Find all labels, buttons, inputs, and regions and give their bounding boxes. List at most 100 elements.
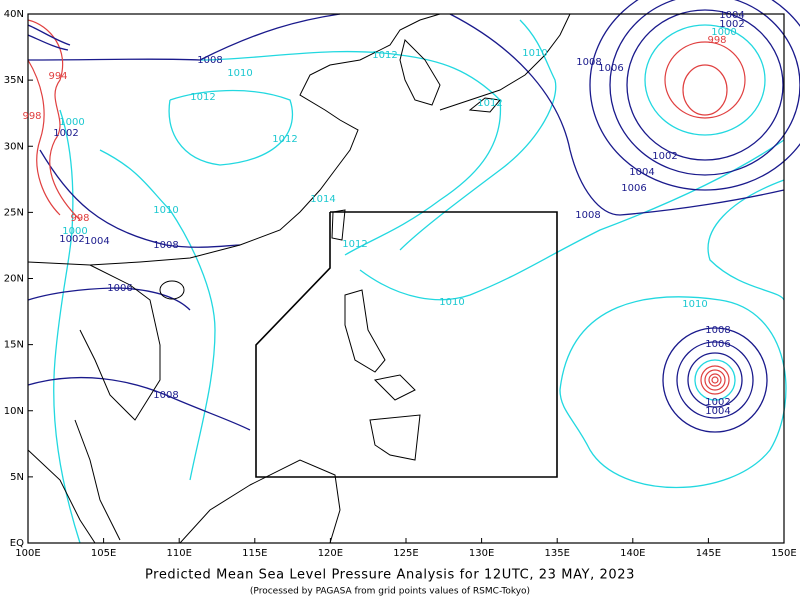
isobar-label: 1012: [272, 134, 297, 145]
isobar-label: 1004: [705, 406, 730, 417]
isobar-label: 994: [48, 71, 67, 82]
isobar: [707, 179, 785, 301]
coastlines: [27, 13, 571, 544]
isobar-label: 1004: [719, 10, 744, 21]
isobar: [687, 352, 743, 408]
coastline: [27, 449, 96, 544]
isobar: [708, 373, 722, 387]
x-tick-label: 140E: [620, 548, 645, 559]
isobars: [27, 0, 800, 544]
isobar-label: 1010: [522, 48, 547, 59]
coastline: [79, 264, 161, 421]
isobar: [694, 359, 736, 401]
map-title: Predicted Mean Sea Level Pressure Analys…: [145, 568, 635, 583]
isobar: [39, 149, 241, 248]
isobar-label: 1012: [477, 98, 502, 109]
coastline: [159, 280, 185, 300]
coastline: [27, 13, 441, 266]
y-tick-label: 10N: [4, 406, 24, 417]
isobar-label: 1010: [153, 205, 178, 216]
isobar: [559, 296, 787, 489]
x-tick-label: 125E: [393, 548, 418, 559]
isobar-label: 998: [707, 35, 726, 46]
y-tick-label: 40N: [4, 9, 24, 20]
isobar-label: 1014: [310, 194, 335, 205]
coastline: [344, 289, 386, 373]
isobar: [359, 139, 785, 301]
isobar-label: 1002: [53, 128, 78, 139]
isobar-label: 1006: [705, 339, 730, 350]
isobar: [27, 24, 71, 51]
isobar-label: 1000: [59, 117, 84, 128]
coastline: [74, 419, 121, 541]
coastline: [468, 97, 501, 113]
isobar-label: 998: [22, 111, 41, 122]
y-tick-label: EQ: [10, 538, 24, 549]
isobar-label: 1010: [682, 299, 707, 310]
isobar-label: 1006: [598, 63, 623, 74]
isobar: [27, 287, 191, 311]
coastline: [373, 374, 416, 401]
isobar-label: 1008: [153, 240, 178, 251]
isobar: [27, 59, 61, 216]
y-tick-label: 15N: [4, 340, 24, 351]
x-tick-label: 135E: [544, 548, 569, 559]
axes: 100E 105E 110E 115E 120E 125E 130E 135E 140E 145E…: [4, 9, 797, 559]
isobar: [449, 13, 785, 216]
x-tick-label: 150E: [771, 548, 796, 559]
isobar: [199, 50, 502, 256]
coastline: [178, 459, 341, 544]
coastline: [331, 209, 346, 241]
isobar-label: 1008: [705, 325, 730, 336]
isobar-label: 1008: [197, 55, 222, 66]
isobar: [700, 365, 730, 395]
isobar: [676, 341, 754, 419]
isobar: [99, 149, 216, 481]
isobar: [682, 64, 728, 116]
isobar: [27, 13, 341, 61]
isobar-label: 1000: [711, 27, 736, 38]
par-boundary: [255, 211, 558, 478]
isobar: [27, 376, 251, 431]
isobar-label: 1006: [621, 183, 646, 194]
isobar-label: 1006: [107, 283, 132, 294]
isobar-label: 1002: [719, 19, 744, 30]
isobar: [664, 41, 746, 119]
isobar: [589, 0, 800, 191]
isobar: [711, 376, 719, 384]
coastline: [369, 414, 421, 461]
x-tick-label: 115E: [242, 548, 267, 559]
isobar-label: 1010: [439, 297, 464, 308]
x-tick-label: 110E: [166, 548, 191, 559]
isobar: [662, 327, 768, 433]
y-tick-label: 5N: [10, 472, 24, 483]
isobar: [609, 0, 800, 176]
isobar-label: 1008: [575, 210, 600, 221]
isobar: [168, 89, 294, 166]
isobar-label: 1008: [153, 390, 178, 401]
y-tick-label: 20N: [4, 274, 24, 285]
isobar-label: 1010: [227, 68, 252, 79]
isobar: [644, 24, 766, 136]
isobar-label: 1004: [84, 236, 109, 247]
isobar-label: 1002: [652, 151, 677, 162]
x-tick-label: 130E: [469, 548, 494, 559]
x-tick-label: 100E: [15, 548, 40, 559]
isobar-label: 1012: [372, 50, 397, 61]
x-tick-label: 145E: [696, 548, 721, 559]
coastline: [439, 13, 571, 111]
x-tick-label: 105E: [91, 548, 116, 559]
coastline: [399, 39, 441, 106]
isobar-label: 1004: [629, 167, 654, 178]
isobar: [626, 9, 784, 161]
isobar-label: 1002: [705, 397, 730, 408]
isobar-label: 1008: [576, 57, 601, 68]
isobar: [704, 369, 726, 391]
y-tick-label: 35N: [4, 75, 24, 86]
isobar-label: 1012: [190, 92, 215, 103]
y-tick-label: 30N: [4, 141, 24, 152]
isobar: [27, 19, 81, 221]
